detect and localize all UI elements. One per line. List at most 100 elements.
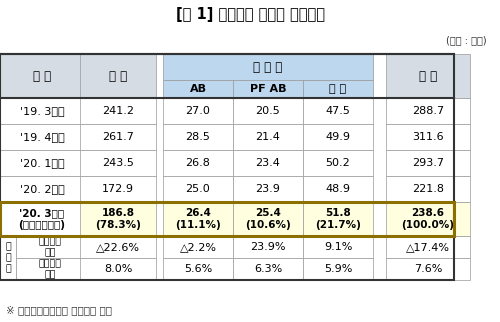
Text: 293.7: 293.7 bbox=[412, 158, 444, 168]
Bar bbox=[386, 202, 470, 236]
Text: △22.6%: △22.6% bbox=[96, 242, 140, 252]
Text: 직전분기
대비: 직전분기 대비 bbox=[38, 259, 62, 279]
Bar bbox=[163, 98, 233, 124]
Text: 5.6%: 5.6% bbox=[184, 264, 212, 274]
Text: (단위 : 조원): (단위 : 조원) bbox=[446, 35, 487, 45]
Text: 28.5: 28.5 bbox=[186, 132, 210, 142]
Bar bbox=[163, 54, 373, 80]
Text: 221.8: 221.8 bbox=[412, 184, 444, 194]
Text: 47.5: 47.5 bbox=[326, 106, 350, 116]
Bar bbox=[80, 150, 156, 176]
Bar bbox=[0, 54, 454, 280]
Text: 26.8: 26.8 bbox=[186, 158, 210, 168]
Bar bbox=[80, 236, 156, 258]
Text: ※ 외화표시단기사채 발행금액 포함: ※ 외화표시단기사채 발행금액 포함 bbox=[6, 305, 112, 315]
Bar bbox=[163, 202, 233, 236]
Text: 6.3%: 6.3% bbox=[254, 264, 282, 274]
Bar bbox=[80, 176, 156, 202]
Text: 261.7: 261.7 bbox=[102, 132, 134, 142]
Text: 구 분: 구 분 bbox=[33, 70, 51, 82]
Text: 21.4: 21.4 bbox=[256, 132, 280, 142]
Bar bbox=[80, 202, 156, 236]
Bar bbox=[80, 258, 156, 280]
Bar bbox=[163, 176, 233, 202]
Bar bbox=[163, 124, 233, 150]
Bar bbox=[233, 124, 303, 150]
Bar bbox=[163, 80, 233, 98]
Bar bbox=[303, 176, 373, 202]
Bar bbox=[386, 236, 470, 258]
Text: 50.2: 50.2 bbox=[326, 158, 350, 168]
Bar bbox=[386, 176, 470, 202]
Bar bbox=[303, 258, 373, 280]
Text: 26.4
(11.1%): 26.4 (11.1%) bbox=[175, 208, 221, 230]
Text: PF AB: PF AB bbox=[250, 84, 286, 94]
Bar bbox=[303, 202, 373, 236]
Text: 전년동기
대비: 전년동기 대비 bbox=[38, 237, 62, 257]
Text: 유 동 화: 유 동 화 bbox=[254, 61, 282, 73]
Text: '20. 1분기: '20. 1분기 bbox=[20, 158, 64, 168]
Text: 311.6: 311.6 bbox=[412, 132, 444, 142]
Bar bbox=[0, 202, 454, 236]
Text: 23.9%: 23.9% bbox=[250, 242, 286, 252]
Text: △17.4%: △17.4% bbox=[406, 242, 450, 252]
Bar bbox=[0, 236, 16, 280]
Bar bbox=[386, 54, 470, 98]
Bar bbox=[163, 150, 233, 176]
Bar bbox=[0, 98, 84, 124]
Bar bbox=[303, 80, 373, 98]
Bar bbox=[16, 236, 84, 258]
Text: 48.9: 48.9 bbox=[326, 184, 350, 194]
Text: 8.0%: 8.0% bbox=[104, 264, 132, 274]
Bar bbox=[233, 98, 303, 124]
Text: 186.8
(78.3%): 186.8 (78.3%) bbox=[95, 208, 141, 230]
Text: 243.5: 243.5 bbox=[102, 158, 134, 168]
Text: '19. 4분기: '19. 4분기 bbox=[20, 132, 64, 142]
Text: [표 1] 단기사채 유형별 발행현황: [표 1] 단기사채 유형별 발행현황 bbox=[176, 6, 324, 22]
Text: 증
감
률: 증 감 률 bbox=[5, 242, 11, 274]
Bar bbox=[80, 54, 156, 98]
Bar bbox=[16, 258, 84, 280]
Text: 23.4: 23.4 bbox=[256, 158, 280, 168]
Text: 27.0: 27.0 bbox=[186, 106, 210, 116]
Bar bbox=[303, 124, 373, 150]
Text: 241.2: 241.2 bbox=[102, 106, 134, 116]
Bar bbox=[0, 150, 84, 176]
Bar bbox=[386, 98, 470, 124]
Bar bbox=[303, 150, 373, 176]
Text: 합 계: 합 계 bbox=[419, 70, 437, 82]
Bar bbox=[0, 54, 84, 98]
Text: 일 반: 일 반 bbox=[109, 70, 127, 82]
Text: 23.9: 23.9 bbox=[256, 184, 280, 194]
Bar bbox=[386, 150, 470, 176]
Bar bbox=[303, 236, 373, 258]
Bar bbox=[386, 258, 470, 280]
Bar bbox=[0, 202, 84, 236]
Bar bbox=[233, 258, 303, 280]
Text: '19. 3분기: '19. 3분기 bbox=[20, 106, 64, 116]
Bar bbox=[386, 124, 470, 150]
Text: 20.5: 20.5 bbox=[256, 106, 280, 116]
Bar bbox=[80, 124, 156, 150]
Bar bbox=[0, 176, 84, 202]
Bar bbox=[233, 202, 303, 236]
Text: 51.8
(21.7%): 51.8 (21.7%) bbox=[315, 208, 361, 230]
Bar bbox=[233, 80, 303, 98]
Bar bbox=[233, 150, 303, 176]
Text: 172.9: 172.9 bbox=[102, 184, 134, 194]
Text: 25.0: 25.0 bbox=[186, 184, 210, 194]
Text: '20. 2분기: '20. 2분기 bbox=[20, 184, 64, 194]
Bar bbox=[303, 98, 373, 124]
Bar bbox=[0, 124, 84, 150]
Text: 합 계: 합 계 bbox=[330, 84, 346, 94]
Bar bbox=[233, 176, 303, 202]
Text: 238.6
(100.0%): 238.6 (100.0%) bbox=[402, 208, 454, 230]
Bar bbox=[163, 258, 233, 280]
Text: 25.4
(10.6%): 25.4 (10.6%) bbox=[245, 208, 291, 230]
Text: 7.6%: 7.6% bbox=[414, 264, 442, 274]
Text: 9.1%: 9.1% bbox=[324, 242, 352, 252]
Text: '20. 3분기
(전체발행대비): '20. 3분기 (전체발행대비) bbox=[18, 208, 66, 230]
Text: 288.7: 288.7 bbox=[412, 106, 444, 116]
Bar bbox=[163, 236, 233, 258]
Text: △2.2%: △2.2% bbox=[180, 242, 216, 252]
